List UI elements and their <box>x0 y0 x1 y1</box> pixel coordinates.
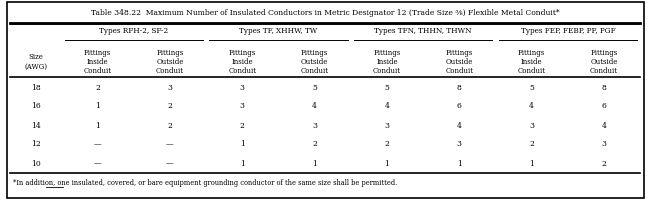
Text: 1: 1 <box>95 102 100 110</box>
Text: *In addition, one insulated, covered, or bare equipment grounding conductor of t: *In addition, one insulated, covered, or… <box>13 179 397 187</box>
Text: —: — <box>94 140 101 148</box>
Text: 1: 1 <box>240 140 245 148</box>
Text: 3: 3 <box>240 84 245 92</box>
Text: 1: 1 <box>95 121 100 130</box>
Text: 12: 12 <box>31 140 40 148</box>
Text: Table 348.22  Maximum Number of Insulated Conductors in Metric Designator 12 (Tr: Table 348.22 Maximum Number of Insulated… <box>91 9 559 17</box>
Text: 3: 3 <box>385 121 389 130</box>
Text: 6: 6 <box>602 102 606 110</box>
Text: —: — <box>166 160 174 168</box>
Text: 6: 6 <box>457 102 462 110</box>
Text: —: — <box>166 140 174 148</box>
Text: 3: 3 <box>601 140 606 148</box>
Text: 5: 5 <box>529 84 534 92</box>
Text: 2: 2 <box>240 121 245 130</box>
Text: 5: 5 <box>385 84 389 92</box>
Text: 3: 3 <box>312 121 317 130</box>
Text: 4: 4 <box>602 121 606 130</box>
Text: 1: 1 <box>385 160 389 168</box>
Text: 10: 10 <box>31 160 40 168</box>
Text: Types TF, XHHW, TW: Types TF, XHHW, TW <box>239 27 318 35</box>
Text: 1: 1 <box>312 160 317 168</box>
Text: 1: 1 <box>240 160 245 168</box>
Text: 18: 18 <box>31 84 40 92</box>
Text: Fittings
Outside
Conduit: Fittings Outside Conduit <box>445 49 473 75</box>
Text: Fittings
Inside
Conduit: Fittings Inside Conduit <box>517 49 546 75</box>
Text: Fittings
Outside
Conduit: Fittings Outside Conduit <box>301 49 329 75</box>
Text: 2: 2 <box>602 160 606 168</box>
Text: 2: 2 <box>95 84 100 92</box>
Text: 3: 3 <box>529 121 534 130</box>
Text: —: — <box>94 160 101 168</box>
Text: Fittings
Outside
Conduit: Fittings Outside Conduit <box>590 49 618 75</box>
Text: 1: 1 <box>457 160 462 168</box>
Text: 5: 5 <box>312 84 317 92</box>
Text: 4: 4 <box>457 121 462 130</box>
Text: 8: 8 <box>602 84 606 92</box>
Text: 16: 16 <box>31 102 40 110</box>
Text: 8: 8 <box>457 84 462 92</box>
Text: Size
(AWG): Size (AWG) <box>24 53 47 71</box>
Text: Fittings
Inside
Conduit: Fittings Inside Conduit <box>228 49 256 75</box>
Text: Fittings
Outside
Conduit: Fittings Outside Conduit <box>156 49 184 75</box>
Text: 14: 14 <box>31 121 40 130</box>
Text: 3: 3 <box>240 102 245 110</box>
Text: Fittings
Inside
Conduit: Fittings Inside Conduit <box>373 49 401 75</box>
FancyBboxPatch shape <box>6 2 644 198</box>
Text: 2: 2 <box>168 121 172 130</box>
Text: 4: 4 <box>312 102 317 110</box>
Text: 2: 2 <box>168 102 172 110</box>
Text: Fittings
Inside
Conduit: Fittings Inside Conduit <box>84 49 112 75</box>
Text: 3: 3 <box>457 140 462 148</box>
Text: 4: 4 <box>529 102 534 110</box>
Text: Types TFN, THHN, THWN: Types TFN, THHN, THWN <box>374 27 472 35</box>
Text: Types FEP, FEBP, PF, PGF: Types FEP, FEBP, PF, PGF <box>521 27 615 35</box>
Text: Types RFH-2, SF-2: Types RFH-2, SF-2 <box>99 27 168 35</box>
Text: 4: 4 <box>385 102 389 110</box>
Text: 2: 2 <box>529 140 534 148</box>
Text: 1: 1 <box>529 160 534 168</box>
Text: 3: 3 <box>168 84 172 92</box>
Text: 2: 2 <box>385 140 389 148</box>
Text: 2: 2 <box>312 140 317 148</box>
